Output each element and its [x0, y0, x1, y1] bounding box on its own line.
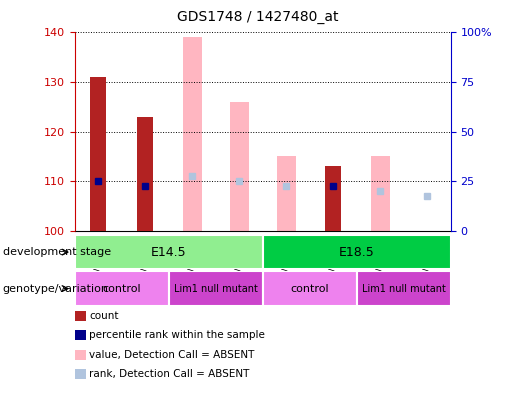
Bar — [75, 271, 168, 306]
Bar — [371, 156, 389, 231]
Text: value, Detection Call = ABSENT: value, Detection Call = ABSENT — [89, 350, 254, 360]
Text: Lim1 null mutant: Lim1 null mutant — [362, 284, 445, 294]
Text: control: control — [102, 284, 141, 294]
Text: E14.5: E14.5 — [151, 245, 186, 259]
Bar — [137, 117, 153, 231]
Bar — [230, 102, 249, 231]
Bar — [356, 271, 451, 306]
Text: count: count — [89, 311, 118, 321]
Text: genotype/variation: genotype/variation — [3, 284, 109, 294]
Text: control: control — [290, 284, 329, 294]
Bar — [277, 156, 296, 231]
Text: GDS1748 / 1427480_at: GDS1748 / 1427480_at — [177, 10, 338, 24]
Text: rank, Detection Call = ABSENT: rank, Detection Call = ABSENT — [89, 369, 249, 379]
Text: Lim1 null mutant: Lim1 null mutant — [174, 284, 258, 294]
Text: development stage: development stage — [3, 247, 111, 257]
Bar — [183, 37, 201, 231]
Text: percentile rank within the sample: percentile rank within the sample — [89, 330, 265, 340]
Bar — [75, 235, 263, 269]
Bar — [325, 166, 341, 231]
Bar — [263, 235, 451, 269]
Bar — [168, 271, 263, 306]
Bar — [263, 271, 356, 306]
Bar — [90, 77, 107, 231]
Text: E18.5: E18.5 — [339, 245, 374, 259]
